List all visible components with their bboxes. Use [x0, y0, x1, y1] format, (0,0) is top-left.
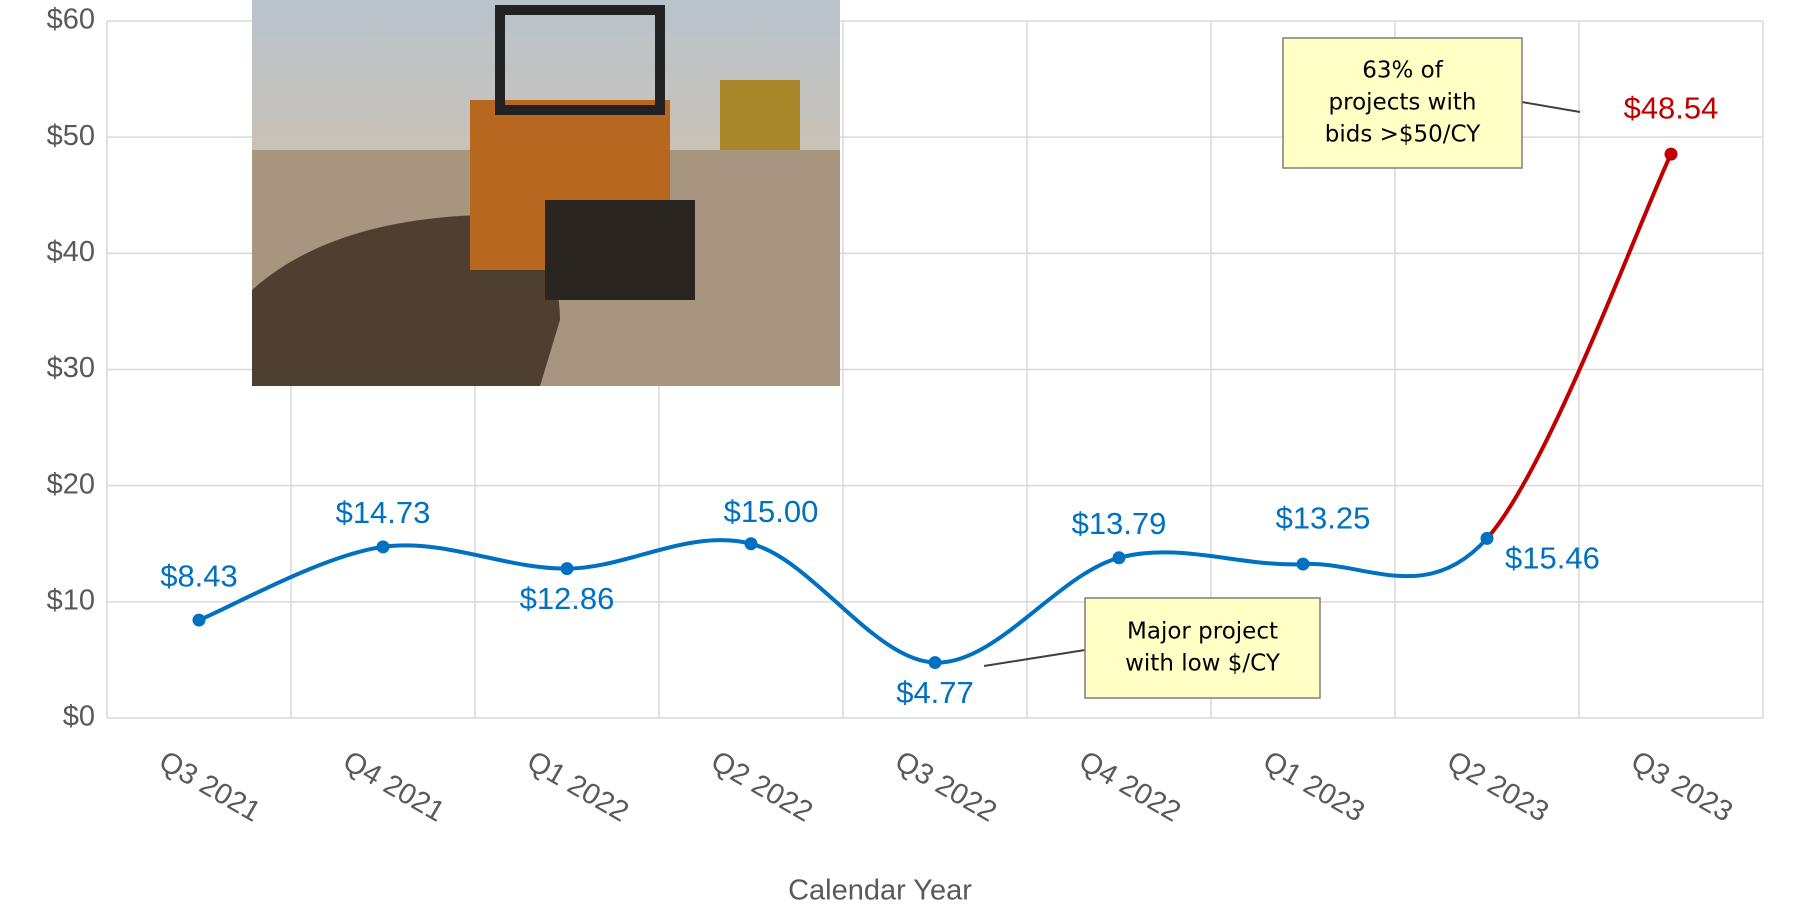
x-tick-label: Q4 2022 — [1073, 745, 1185, 828]
annotation-text: 63% of — [1362, 58, 1444, 84]
y-tick-label: $60 — [47, 4, 95, 36]
x-tick-label: Q4 2021 — [337, 745, 449, 828]
data-label: $12.86 — [520, 581, 615, 616]
data-point — [560, 562, 574, 576]
annotation-leader — [1521, 101, 1581, 113]
y-tick-label: $40 — [47, 236, 95, 268]
x-tick-label: Q3 2022 — [889, 745, 1001, 828]
data-point — [744, 537, 758, 551]
y-tick-label: $10 — [47, 584, 95, 616]
data-label: $13.79 — [1072, 506, 1167, 541]
line-segment — [198, 537, 1489, 665]
annotation-text: Major project — [1127, 619, 1278, 645]
annotation-text: with low $/CY — [1125, 651, 1281, 677]
annotation-text: bids >$50/CY — [1325, 122, 1481, 148]
annotation-text: projects with — [1329, 90, 1477, 116]
data-label: $13.25 — [1276, 500, 1371, 535]
data-label: $8.43 — [160, 558, 238, 593]
data-point — [192, 613, 206, 627]
x-tick-label: Q3 2021 — [153, 745, 265, 828]
data-label: $15.00 — [724, 494, 819, 529]
data-point — [1480, 531, 1494, 545]
bulldozer-photo — [252, 0, 840, 386]
data-point — [376, 540, 390, 554]
x-axis-title: Calendar Year — [788, 875, 972, 907]
data-label: $4.77 — [896, 675, 974, 710]
y-tick-label: $50 — [47, 120, 95, 152]
data-label: $48.54 — [1624, 90, 1719, 125]
annotation-leader — [983, 649, 1086, 667]
data-point — [928, 656, 942, 670]
x-tick-label: Q1 2022 — [521, 745, 633, 828]
annotation-box — [1282, 37, 1523, 169]
data-point — [1296, 557, 1310, 571]
x-tick-label: Q3 2023 — [1625, 745, 1737, 828]
y-tick-label: $20 — [47, 468, 95, 500]
x-tick-label: Q2 2023 — [1441, 745, 1553, 828]
annotation-box — [1084, 597, 1321, 699]
x-tick-label: Q2 2022 — [705, 745, 817, 828]
x-tick-label: Q1 2023 — [1257, 745, 1369, 828]
data-point — [1112, 551, 1126, 565]
y-tick-label: $0 — [63, 701, 95, 733]
data-label: $14.73 — [336, 495, 431, 530]
data-label: $15.46 — [1505, 541, 1600, 576]
data-point — [1664, 147, 1678, 161]
y-tick-label: $30 — [47, 352, 95, 384]
line-segment — [1485, 153, 1673, 540]
